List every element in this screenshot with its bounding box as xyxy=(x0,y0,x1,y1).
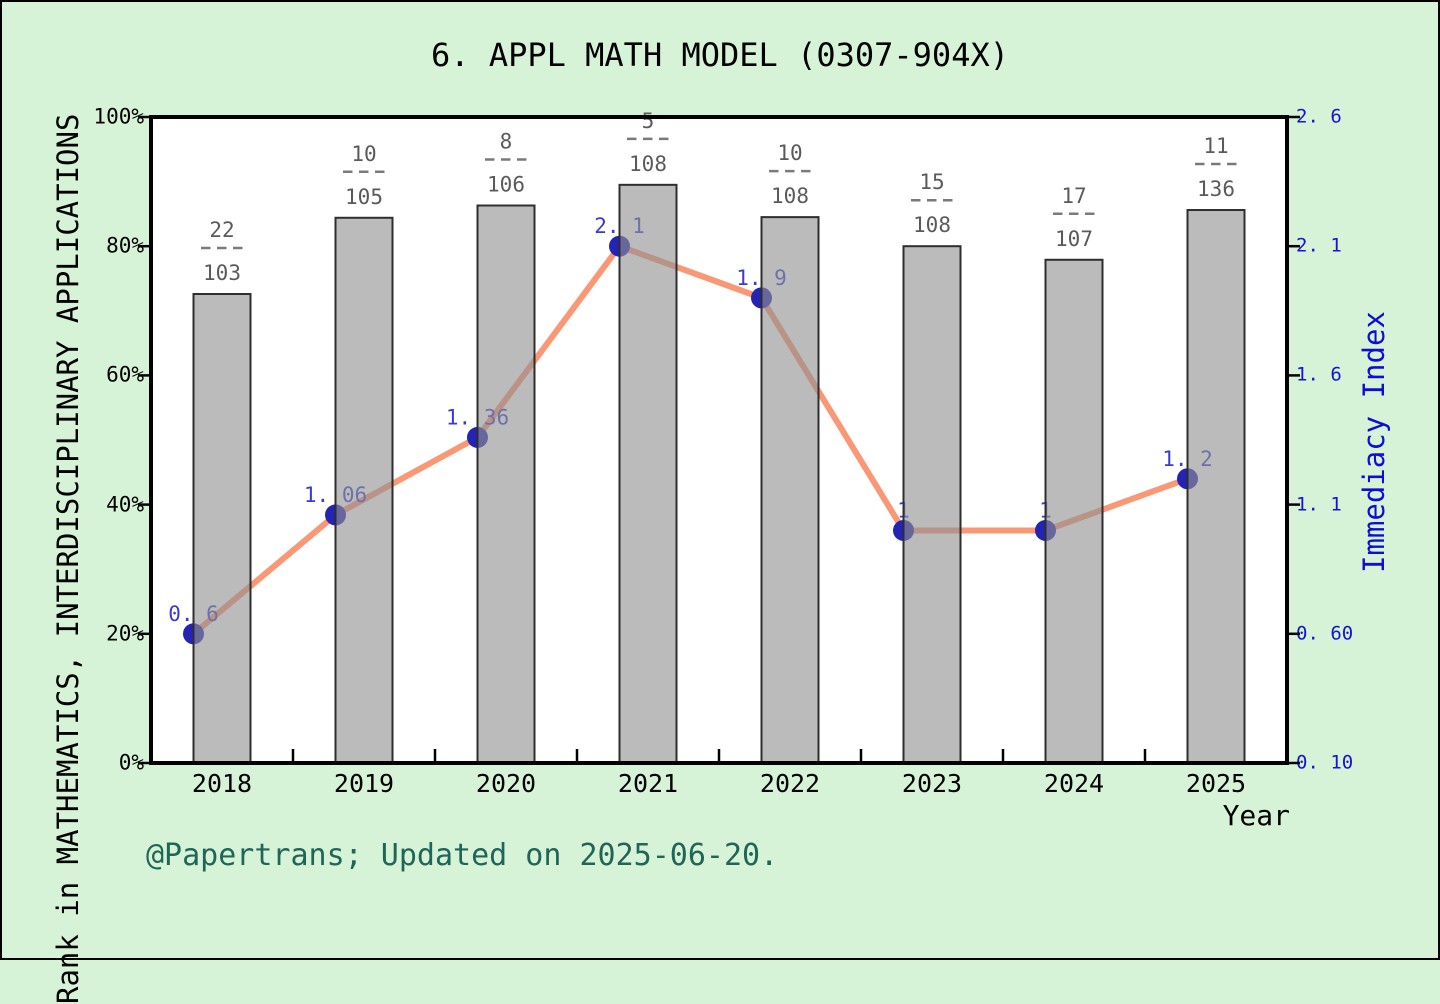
right-axis-tick-label: 2. 6 xyxy=(1296,105,1342,128)
fraction-denominator: 107 xyxy=(1055,227,1093,251)
fraction-numerator: 5 xyxy=(642,109,655,133)
fraction-denominator: 106 xyxy=(487,173,525,197)
right-axis-tick-label: 2. 1 xyxy=(1296,234,1342,257)
bar xyxy=(192,293,252,764)
plot-area xyxy=(151,117,1287,763)
plot-border xyxy=(149,115,1289,765)
fraction-numerator: 22 xyxy=(209,218,234,242)
x-axis-tick-label: 2018 xyxy=(191,769,253,798)
right-axis-tick-label: 1. 6 xyxy=(1296,363,1342,386)
fraction-denominator: 105 xyxy=(345,185,383,209)
chart-svg: 0. 61. 061. 362. 11. 9111. 2221031010581… xyxy=(138,109,1300,765)
bar xyxy=(902,245,962,764)
fraction-denominator: 108 xyxy=(629,152,667,176)
right-axis-tick-label: 1. 1 xyxy=(1296,493,1342,516)
right-axis-tick-label: 0. 60 xyxy=(1296,622,1354,645)
bar xyxy=(618,183,678,764)
fraction-numerator: 17 xyxy=(1061,184,1086,208)
fraction-denominator: 108 xyxy=(913,213,951,237)
fraction-denominator: 108 xyxy=(771,184,809,208)
footer-note: @Papertrans; Updated on 2025-06-20. xyxy=(146,838,779,873)
fraction-denominator: 103 xyxy=(203,261,241,285)
x-axis-tick-label: 2023 xyxy=(901,769,963,798)
left-axis-tick-label: 80% xyxy=(106,233,144,258)
x-axis-tick-label: 2020 xyxy=(475,769,537,798)
right-axis-tick-label: 0. 10 xyxy=(1296,751,1354,774)
x-axis-tick-label: 2025 xyxy=(1185,769,1247,798)
fraction-numerator: 8 xyxy=(500,130,513,154)
x-axis-tick-label: 2024 xyxy=(1043,769,1105,798)
x-axis-tick-label: 2019 xyxy=(333,769,395,798)
left-axis-tick-label: 60% xyxy=(106,362,144,387)
fraction-numerator: 15 xyxy=(919,170,944,194)
bar xyxy=(476,204,536,764)
fraction-numerator: 11 xyxy=(1203,134,1228,158)
x-axis-tick-label: 2021 xyxy=(617,769,679,798)
bar xyxy=(334,216,394,764)
fraction-numerator: 10 xyxy=(351,142,376,166)
left-axis-tick-label: 20% xyxy=(106,621,144,646)
left-axis-tick-label: 100% xyxy=(93,104,144,129)
fraction-denominator: 136 xyxy=(1197,177,1235,201)
x-axis-title: Year xyxy=(1222,799,1290,832)
left-axis-tick-label: 40% xyxy=(106,492,144,517)
x-axis-tick-label: 2022 xyxy=(759,769,821,798)
fraction-numerator: 10 xyxy=(777,141,802,165)
chart-title: 6. APPL MATH MODEL (0307-904X) xyxy=(431,36,1009,74)
bar xyxy=(760,216,820,764)
bar xyxy=(1186,209,1246,765)
bar xyxy=(1044,258,1104,764)
